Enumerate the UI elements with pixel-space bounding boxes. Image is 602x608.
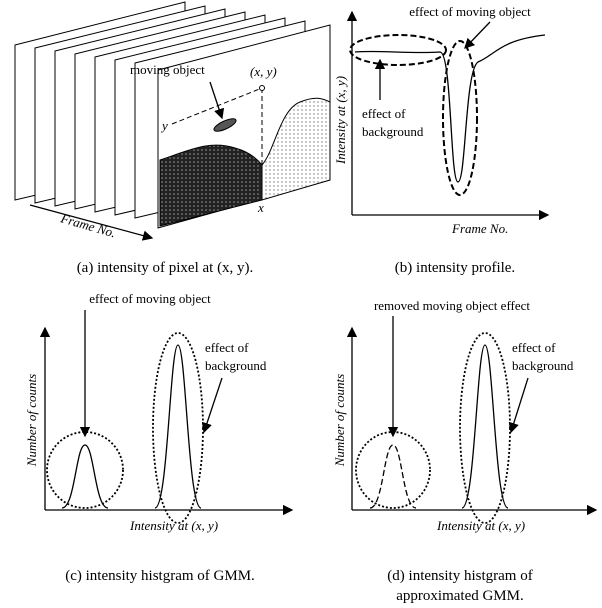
label: effect of	[512, 340, 556, 355]
panel-c: effect of moving object effect of backgr…	[24, 291, 294, 584]
axis-label: Frame No.	[451, 221, 508, 236]
arrow	[209, 81, 225, 120]
axis-label: Frame No.	[58, 210, 117, 240]
label: (x, y)	[250, 64, 277, 79]
label: background	[205, 358, 267, 373]
gaussian-large	[154, 344, 202, 509]
gaussian-small-removed	[369, 444, 417, 509]
moving-object-shape	[213, 118, 237, 132]
caption: (b) intensity profile.	[395, 260, 515, 276]
label: effect of moving object	[409, 4, 531, 19]
object-ellipse	[355, 431, 431, 509]
y-guide	[171, 87, 263, 125]
label: effect of	[205, 340, 249, 355]
label: y	[160, 118, 168, 133]
axis-label: Intensity at (x, y)	[129, 518, 218, 533]
caption: (d) intensity histgram of	[387, 568, 532, 584]
gaussian-small	[61, 444, 109, 509]
label: background	[362, 124, 424, 139]
label: moving object	[130, 62, 205, 77]
label: background	[512, 358, 574, 373]
arrow	[201, 377, 223, 434]
arrow	[508, 377, 529, 434]
axis-label: Number of counts	[24, 374, 39, 467]
axis-label: Number of counts	[332, 374, 347, 467]
panel-a: moving object (x, y) y x Frame No. (a) i…	[14, 1, 331, 276]
object-ellipse	[442, 40, 478, 196]
arrow	[464, 21, 491, 49]
axis-label: Intensity at (x, y)	[333, 76, 348, 165]
panel-d: removed moving object effect effect of b…	[332, 298, 598, 604]
label: effect of	[362, 106, 406, 121]
label: effect of moving object	[89, 291, 211, 306]
profile-curve	[354, 34, 546, 183]
background-dotted	[261, 97, 331, 201]
pixel-point	[259, 85, 265, 91]
axis-label: Intensity at (x, y)	[436, 518, 525, 533]
background-dark	[159, 144, 263, 227]
label: x	[257, 200, 264, 215]
object-ellipse	[46, 431, 124, 509]
background-ellipse	[349, 34, 447, 66]
caption: (c) intensity histgram of GMM.	[65, 568, 255, 584]
panel-b: effect of moving object Intensity at (x,…	[333, 4, 550, 276]
label: removed moving object effect	[374, 298, 530, 313]
caption: (a) intensity of pixel at (x, y).	[77, 260, 254, 276]
caption: approximated GMM.	[396, 588, 523, 604]
axis-arrow	[29, 204, 154, 241]
gaussian-large	[461, 344, 509, 509]
